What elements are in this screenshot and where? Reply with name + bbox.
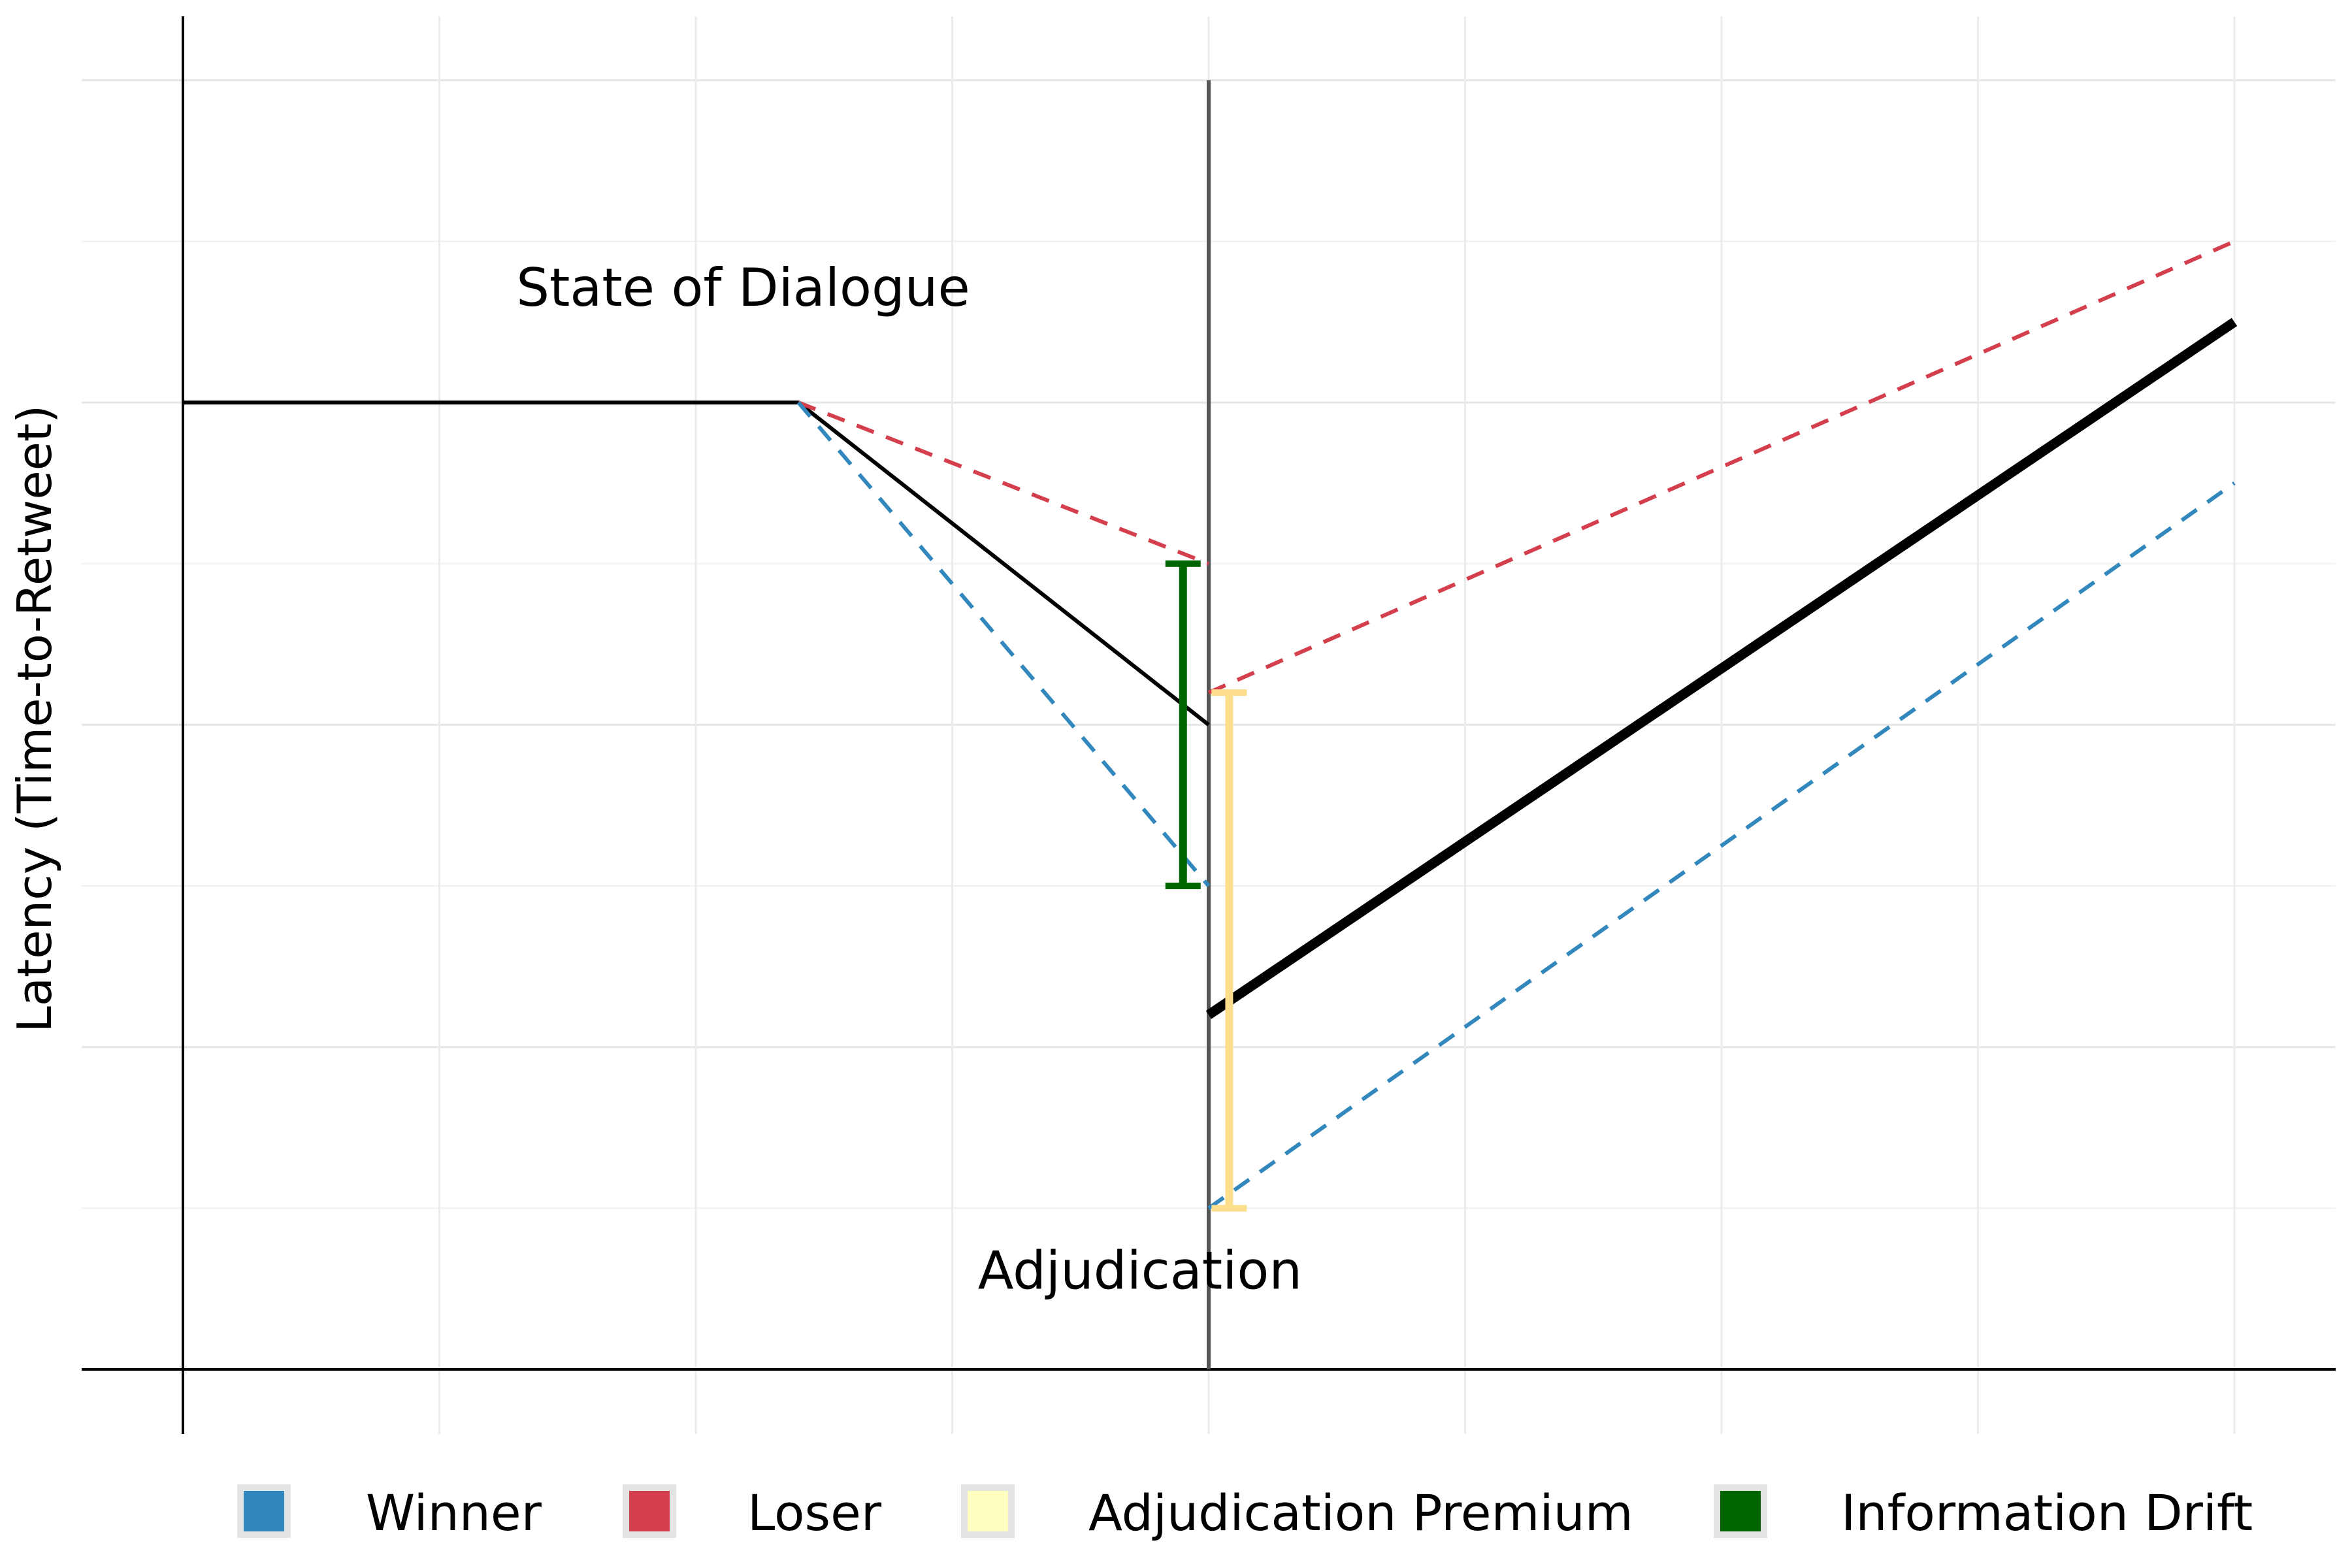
adjudication-premium-errorbar <box>1211 689 1247 1212</box>
legend-swatch-loser <box>623 1484 676 1538</box>
chart-marks <box>183 239 2238 1212</box>
overall-post-line <box>1205 318 2238 1019</box>
chart-texts: State of Dialogue Adjudication Latency (… <box>7 257 1302 1301</box>
winner-series-line <box>1207 481 2236 1210</box>
annotation-adjudication: Adjudication <box>978 1241 1302 1301</box>
legend-label-loser: Loser <box>747 1484 882 1542</box>
legend: Winner Loser Adjudication Premium Inform… <box>237 1484 2253 1542</box>
legend-label-winner: Winner <box>366 1484 542 1542</box>
legend-swatch-information-drift <box>1714 1484 1767 1538</box>
annotation-state-of-dialogue: State of Dialogue <box>516 257 970 318</box>
legend-label-information-drift: Information Drift <box>1841 1484 2253 1542</box>
information-drift-errorbar <box>1165 560 1201 890</box>
loser-series-line <box>797 400 1210 566</box>
winner-series-line <box>796 401 1211 887</box>
y-axis-label: Latency (Time-to-Retweet) <box>7 405 62 1032</box>
legend-swatch-adjudication-premium <box>961 1484 1015 1538</box>
legend-swatch-winner <box>237 1484 291 1538</box>
legend-label-adjudication-premium: Adjudication Premium <box>1088 1484 1633 1542</box>
